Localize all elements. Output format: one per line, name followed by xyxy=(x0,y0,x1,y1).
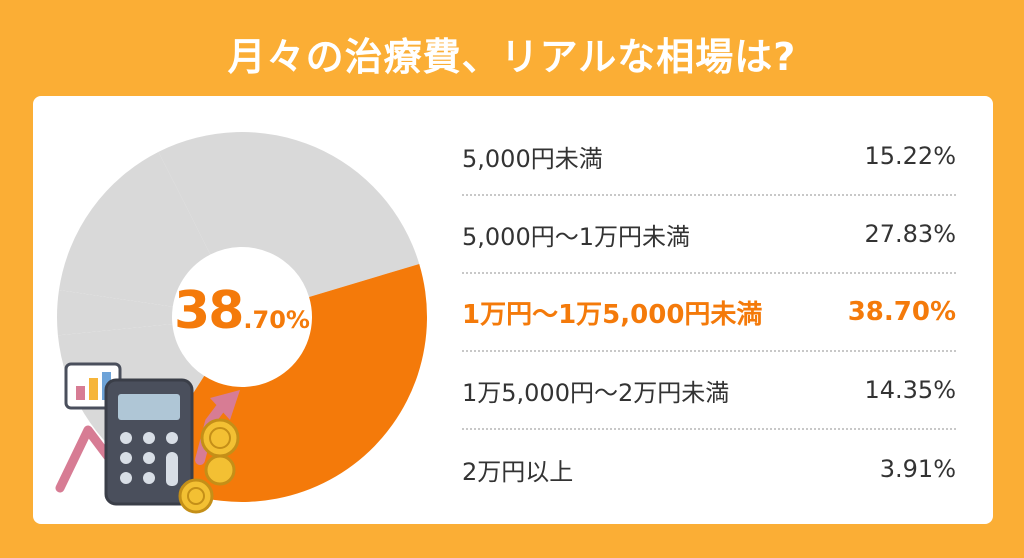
center-percentage-main: 38 xyxy=(174,281,244,341)
legend-row: 5,000円未満 15.22% xyxy=(462,118,956,196)
legend-table: 5,000円未満 15.22% 5,000円〜1万円未満 27.83% 1万円〜… xyxy=(462,118,956,508)
legend-category: 2万円以上 xyxy=(462,457,574,486)
legend-row-highlight: 1万円〜1万5,000円未満 38.70% xyxy=(462,274,956,352)
center-percentage: 38.70% xyxy=(172,281,312,361)
legend-row: 1万5,000円〜2万円未満 14.35% xyxy=(462,352,956,430)
legend-category: 1万5,000円〜2万円未満 xyxy=(462,378,730,407)
legend-category: 5,000円〜1万円未満 xyxy=(462,222,690,251)
legend-value: 14.35% xyxy=(864,376,956,404)
donut-slice xyxy=(158,131,420,297)
legend-value: 15.22% xyxy=(864,142,956,170)
legend-value: 38.70% xyxy=(847,297,956,327)
donut-slice xyxy=(58,151,211,307)
legend-row: 2万円以上 3.91% xyxy=(462,430,956,508)
center-percentage-sub: .70% xyxy=(243,306,310,334)
legend-value: 3.91% xyxy=(879,455,956,483)
calculator-coins-illustration xyxy=(55,362,240,514)
legend-category: 5,000円未満 xyxy=(462,144,603,173)
page-title: 月々の治療費、リアルな相場は? xyxy=(227,35,797,79)
legend-category: 1万円〜1万5,000円未満 xyxy=(462,299,763,330)
up-arrow-icon xyxy=(210,390,240,420)
legend-row: 5,000円〜1万円未満 27.83% xyxy=(462,196,956,274)
donut-slice xyxy=(56,290,173,336)
coins-icon xyxy=(178,418,240,514)
legend-value: 27.83% xyxy=(864,220,956,248)
